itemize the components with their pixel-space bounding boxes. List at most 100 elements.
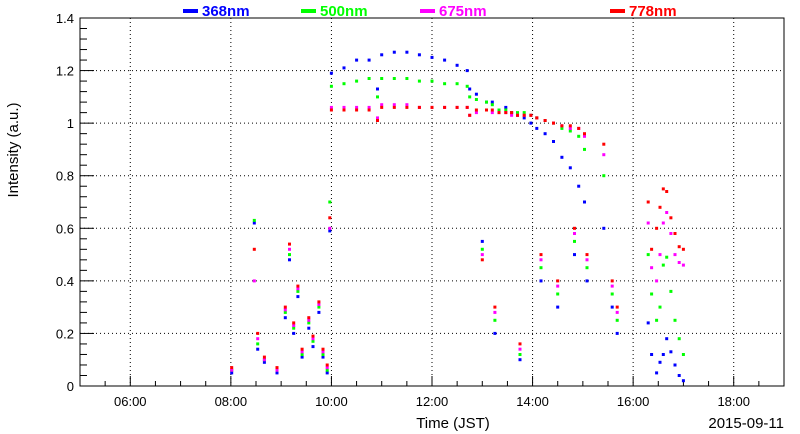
- data-point: [677, 245, 681, 249]
- data-point: [275, 368, 279, 372]
- data-point: [342, 108, 346, 112]
- data-point: [577, 126, 581, 130]
- data-point: [556, 284, 560, 288]
- data-point: [311, 337, 315, 341]
- data-point: [405, 103, 409, 107]
- data-point: [646, 321, 650, 325]
- data-point: [342, 66, 346, 70]
- data-point: [468, 87, 472, 91]
- legend-label: 368nm: [202, 3, 250, 20]
- data-point: [392, 77, 396, 80]
- data-point: [480, 258, 484, 262]
- data-point: [681, 353, 685, 356]
- x-tick-label: 12:00: [416, 394, 449, 409]
- data-point: [455, 82, 459, 86]
- data-point: [367, 105, 371, 109]
- data-point: [518, 358, 522, 362]
- data-point: [493, 305, 497, 309]
- data-point: [321, 347, 325, 351]
- data-point: [480, 247, 484, 251]
- data-point: [376, 87, 379, 91]
- data-point: [325, 368, 329, 372]
- data-point: [602, 153, 606, 157]
- data-point: [677, 337, 681, 341]
- data-point: [355, 105, 359, 109]
- data-point: [556, 292, 560, 296]
- data-point: [677, 261, 681, 264]
- data-point: [367, 77, 371, 80]
- data-point: [646, 253, 650, 257]
- data-point: [328, 226, 332, 230]
- data-point: [485, 100, 488, 104]
- data-point: [568, 129, 572, 133]
- data-point: [585, 266, 589, 270]
- data-point: [522, 116, 526, 120]
- data-point: [585, 279, 589, 283]
- y-tick-label: 0.8: [56, 169, 74, 184]
- data-point: [610, 284, 614, 288]
- data-point: [650, 266, 654, 270]
- data-point: [658, 305, 662, 309]
- axes: 06:00 08:00 10:00 12:00 14:00 16:00 18:00 0 0.2 0…: [56, 11, 785, 409]
- data-point: [510, 111, 514, 115]
- data-point: [673, 253, 677, 257]
- data-point: [658, 253, 662, 257]
- series-368nm: [230, 50, 685, 383]
- data-point: [307, 318, 311, 322]
- x-axis-title: Time (JST): [416, 415, 490, 432]
- data-point: [376, 95, 379, 99]
- data-point: [307, 321, 311, 325]
- x-tick-label: 10:00: [315, 394, 348, 409]
- data-point: [665, 255, 669, 259]
- data-point: [493, 310, 497, 314]
- data-point: [493, 331, 497, 335]
- data-point: [252, 247, 256, 251]
- data-point: [329, 108, 333, 112]
- data-point: [610, 292, 614, 296]
- data-point: [497, 111, 501, 115]
- y-tick-label: 1: [67, 116, 74, 131]
- data-point: [539, 258, 543, 262]
- data-point: [430, 105, 434, 109]
- data-point: [665, 337, 669, 341]
- data-point: [430, 55, 434, 59]
- data-point: [405, 50, 409, 54]
- data-point: [655, 318, 659, 322]
- data-point: [556, 305, 560, 309]
- data-point: [568, 124, 572, 128]
- data-point: [296, 289, 300, 293]
- data-point: [493, 318, 497, 322]
- data-point: [615, 331, 619, 335]
- data-point: [539, 266, 543, 270]
- data-point: [292, 326, 296, 330]
- legend: 368nm 500nm 675nm 778nm: [183, 3, 677, 20]
- data-point: [585, 258, 589, 262]
- data-point: [288, 247, 291, 251]
- data-point: [518, 342, 522, 346]
- data-point: [573, 232, 576, 235]
- data-point: [321, 350, 325, 354]
- grid: [80, 18, 784, 386]
- data-point: [568, 126, 572, 130]
- data-point: [443, 58, 447, 62]
- data-point: [610, 305, 614, 309]
- data-point: [392, 103, 396, 107]
- data-point: [669, 350, 673, 354]
- data-point: [673, 232, 677, 235]
- data-point: [665, 190, 669, 193]
- data-point: [329, 71, 333, 75]
- data-point: [522, 113, 526, 117]
- data-point: [516, 111, 519, 115]
- data-point: [417, 79, 421, 83]
- data-point: [307, 326, 311, 330]
- data-point: [283, 310, 287, 314]
- data-point: [417, 105, 421, 109]
- data-point: [615, 310, 619, 314]
- legend-label: 500nm: [320, 3, 368, 20]
- y-tick-label: 1.2: [56, 64, 74, 79]
- data-point: [646, 200, 650, 204]
- data-point: [465, 69, 469, 73]
- data-point: [325, 363, 329, 367]
- data-point: [573, 226, 576, 230]
